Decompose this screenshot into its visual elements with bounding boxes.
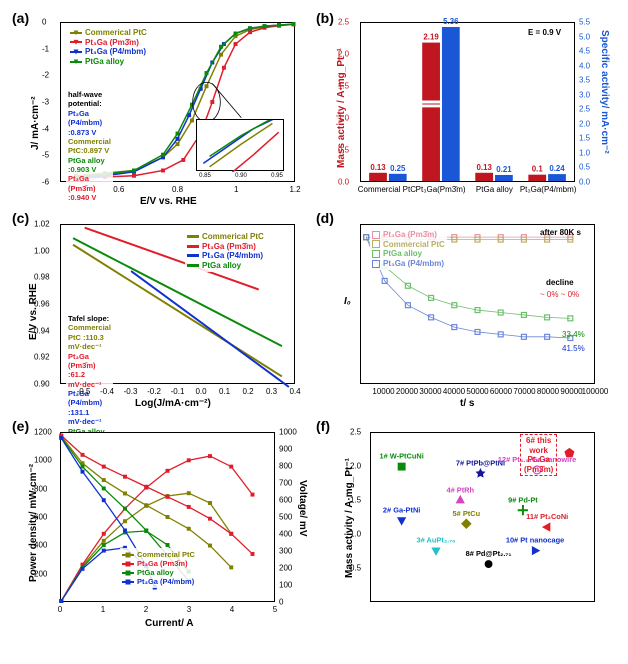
chart-b-y2label: Specific activity/ mA·cm⁻² bbox=[599, 30, 610, 154]
panel-b-label: (b) bbox=[316, 10, 334, 26]
chart-e-y2label: Voltage/ mV bbox=[297, 480, 308, 537]
svg-text:10# Pt nanocage: 10# Pt nanocage bbox=[506, 536, 564, 545]
svg-text:2# Ga-PtNi: 2# Ga-PtNi bbox=[383, 505, 420, 514]
svg-text:8# Pd@Pt₂.₇₁: 8# Pd@Pt₂.₇₁ bbox=[466, 549, 512, 558]
chart-b-title-annot: E = 0.9 V bbox=[528, 28, 561, 37]
chart-e-y1label: Power density/ mW·cm⁻² bbox=[28, 464, 39, 582]
panel-f-label: (f) bbox=[316, 418, 330, 434]
svg-text:4# PtRh: 4# PtRh bbox=[446, 485, 474, 494]
svg-text:0.24: 0.24 bbox=[549, 164, 565, 173]
svg-text:11# Pt₃CoNi: 11# Pt₃CoNi bbox=[526, 512, 568, 521]
panel-d-label: (d) bbox=[316, 210, 334, 226]
svg-text:0.13: 0.13 bbox=[476, 163, 492, 172]
svg-text:0.21: 0.21 bbox=[496, 165, 512, 174]
chart-b-svg: 0.130.252.195.360.130.210.10.24 bbox=[361, 23, 574, 181]
chart-d-ylabel: I₀ bbox=[344, 296, 351, 307]
panel-c-label: (c) bbox=[12, 210, 29, 226]
svg-text:5.36: 5.36 bbox=[443, 17, 459, 26]
textbox-a: half-wave potential:Pt₃Ga (P4/mbm) :0.87… bbox=[66, 88, 113, 205]
chart-e-xlabel: Current/ A bbox=[145, 618, 194, 629]
svg-text:0.25: 0.25 bbox=[390, 164, 406, 173]
chart-f-svg: 1# W-PtCuNi 2# Ga-PtNi 3# AuPt₂.₇₀ 4# PtRh 5… bbox=[371, 433, 594, 601]
svg-text:1# W-PtCuNi: 1# W-PtCuNi bbox=[379, 452, 423, 461]
svg-text:2.19: 2.19 bbox=[423, 33, 439, 42]
svg-text:0.1: 0.1 bbox=[532, 165, 544, 174]
chart-a-inset: 0.850.900.95 bbox=[196, 119, 284, 171]
chart-b-area: 0.130.252.195.360.130.210.10.24 bbox=[360, 22, 575, 182]
chart-f-highlight-box: 6# this workPt₃Ga (Pm3̄m) bbox=[520, 434, 557, 476]
svg-text:3# AuPt₂.₇₀: 3# AuPt₂.₇₀ bbox=[417, 536, 456, 545]
legend-e: Commercial PtCPt₃Ga (Pm3̄m)PtGa alloyPt₃… bbox=[120, 548, 197, 588]
svg-text:0.13: 0.13 bbox=[370, 163, 386, 172]
legend-a: Commerical PtCPt₃Ga (Pm3̄m)Pt₃Ga (P4/mbm… bbox=[68, 26, 149, 68]
chart-d-xlabel: t/ s bbox=[460, 398, 474, 409]
svg-text:9# Pd-Pt: 9# Pd-Pt bbox=[508, 495, 538, 504]
chart-a-xlabel: E/V vs. RHE bbox=[140, 196, 197, 207]
chart-a-ylabel: J/ mA·cm⁻² bbox=[30, 96, 41, 150]
chart-f-ylabel: Mass activity / A·mg_Pt⁻¹ bbox=[344, 458, 355, 578]
legend-c: Commerical PtCPt₃Ga (Pm3̄m)Pt₃Ga (P4/mbm… bbox=[185, 230, 266, 272]
panel-e-label: (e) bbox=[12, 418, 29, 434]
chart-c-xlabel: Log(J/mA·cm⁻²) bbox=[135, 398, 211, 409]
legend-d: Pt₃Ga (Pm3̄m)Commercial PtCPtGa alloyPt₃… bbox=[370, 228, 447, 270]
chart-f-area: 1# W-PtCuNi 2# Ga-PtNi 3# AuPt₂.₇₀ 4# PtRh 5… bbox=[370, 432, 595, 602]
panel-a-label: (a) bbox=[12, 10, 29, 26]
svg-text:5# PtCu: 5# PtCu bbox=[453, 509, 481, 518]
